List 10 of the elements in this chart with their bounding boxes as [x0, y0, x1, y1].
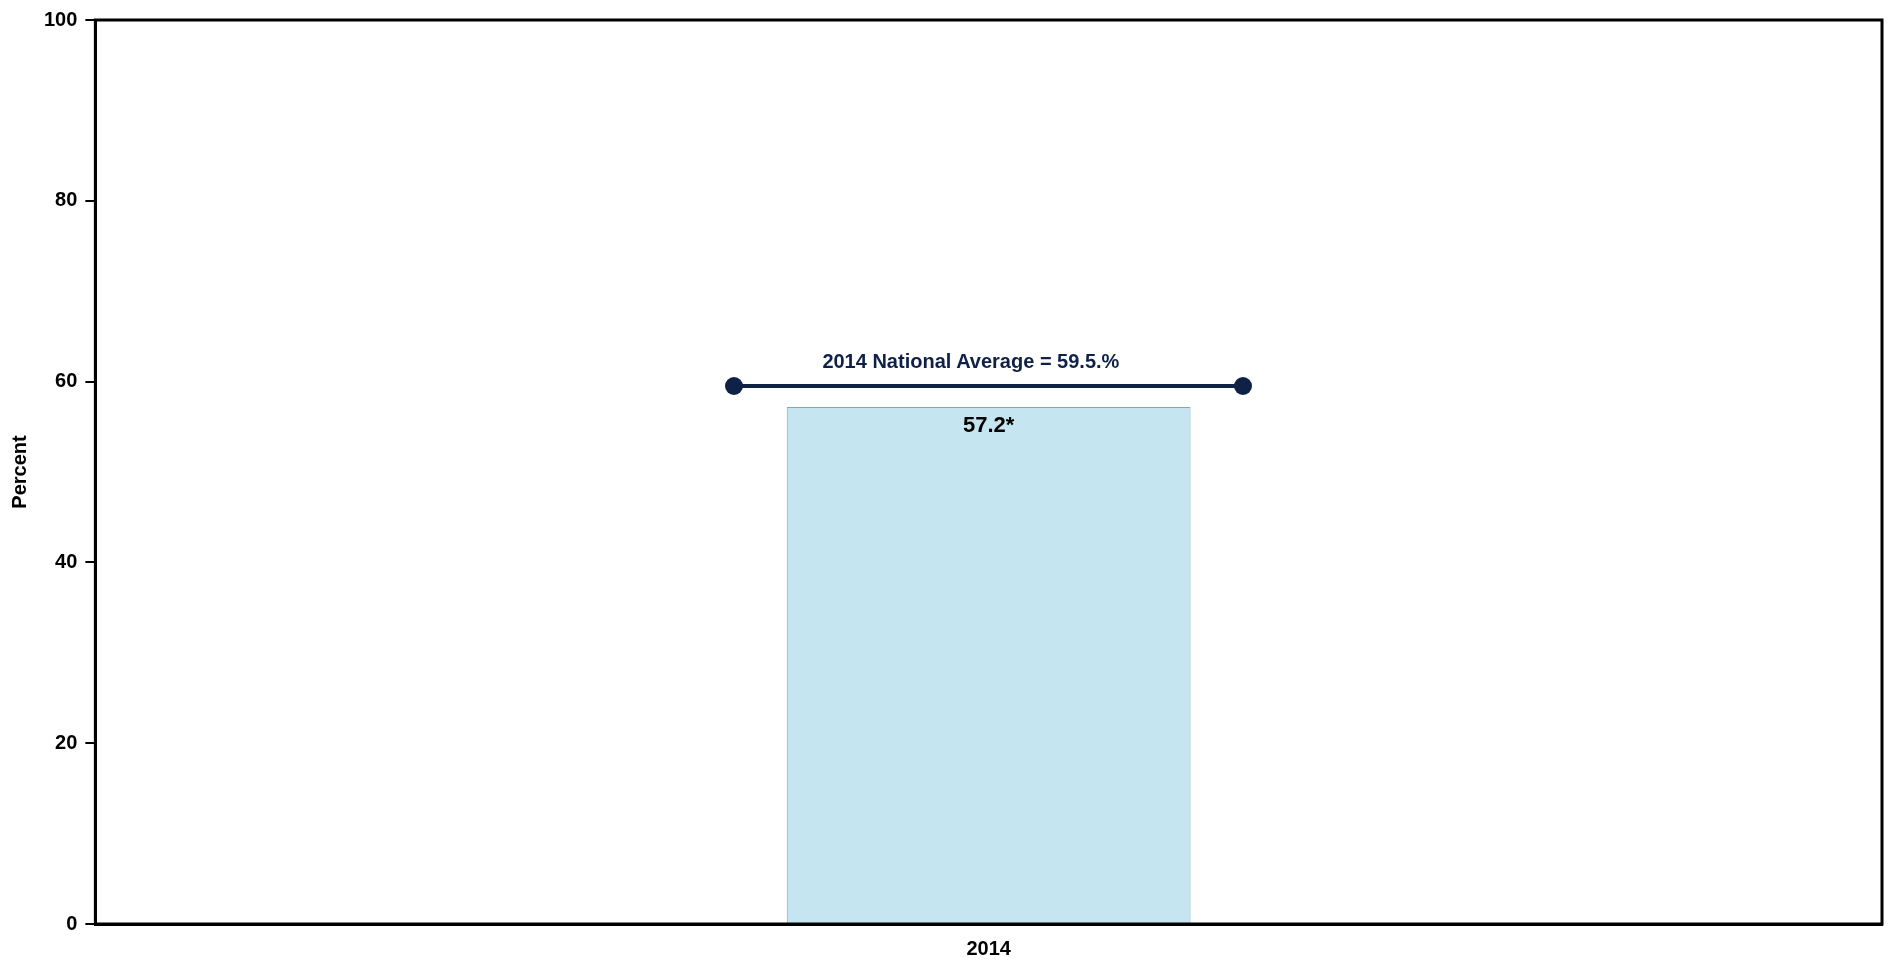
- ref-line-label: 2014 National Average = 59.5.%: [822, 349, 1120, 372]
- x-tick-label: 2014: [966, 936, 1012, 959]
- y-tick-label: 80: [55, 188, 78, 211]
- y-axis-title: Percent: [7, 434, 30, 509]
- y-tick-label: 20: [55, 730, 78, 753]
- y-tick-label: 60: [55, 369, 78, 392]
- y-tick-label: 0: [66, 911, 78, 934]
- data-label: 57.2*: [962, 411, 1015, 437]
- y-tick-label: 40: [55, 549, 78, 572]
- y-tick-label: 100: [43, 7, 78, 30]
